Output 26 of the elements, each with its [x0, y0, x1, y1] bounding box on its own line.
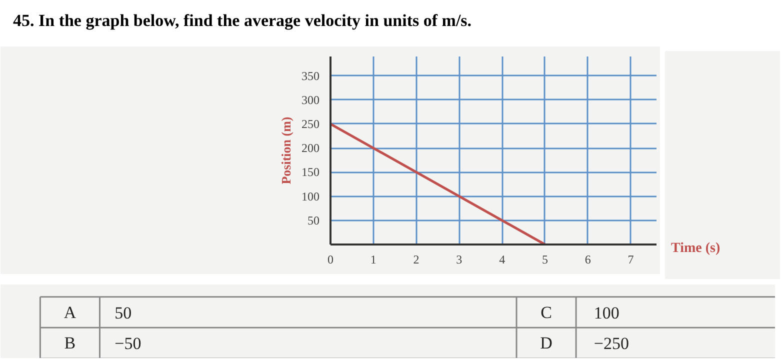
- chart-title: 45. In the graph below, find the average velocity in units of m/s.: [13, 10, 472, 32]
- y-tick-label: 300: [302, 92, 320, 107]
- text: 100: [594, 303, 620, 322]
- text: D: [540, 334, 552, 353]
- y-tick-label: 50: [308, 213, 320, 228]
- x-tick-label: 1: [370, 252, 376, 266]
- text: −50: [114, 334, 142, 354]
- x-axis-title: Time (s): [671, 240, 720, 258]
- text: A: [64, 302, 77, 322]
- text: B: [64, 334, 76, 353]
- text: C: [540, 302, 552, 322]
- x-tick-label: 3: [456, 252, 462, 266]
- x-tick-label: 2: [413, 252, 420, 266]
- x-tick-label: 0: [328, 252, 334, 266]
- x-tick-label: 7: [628, 252, 634, 266]
- y-tick-label: 350: [302, 68, 320, 83]
- x-tick-label: 6: [584, 252, 591, 266]
- y-axis-title: Position (m): [278, 116, 294, 184]
- text: 50: [114, 303, 132, 322]
- y-tick-label: 150: [302, 165, 320, 180]
- text: −250: [594, 334, 629, 354]
- x-tick-label: 4: [499, 252, 506, 266]
- y-tick-label: 200: [302, 141, 320, 156]
- y-tick-label: 100: [302, 189, 320, 204]
- y-tick-label: 250: [302, 116, 320, 131]
- x-tick-label: 5: [542, 252, 548, 266]
